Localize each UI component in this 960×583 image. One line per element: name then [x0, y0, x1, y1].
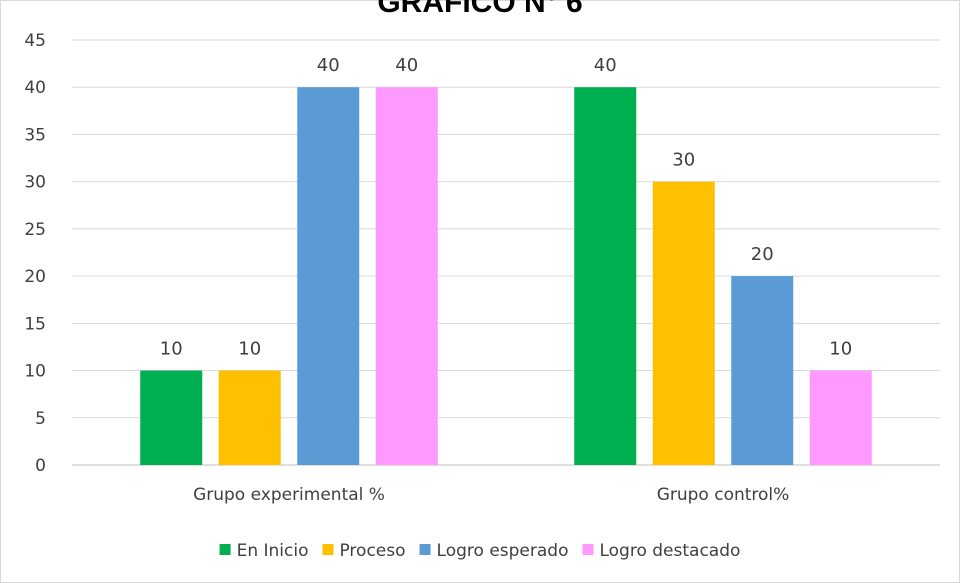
data-label: 20 [751, 244, 774, 265]
data-label: 10 [160, 339, 183, 360]
legend-label: En Inicio [237, 541, 309, 561]
x-axis-categories: Grupo experimental % Grupo control% [193, 485, 789, 505]
bar [140, 370, 203, 465]
y-tick-label: 45 [24, 31, 46, 51]
y-tick-label: 15 [24, 314, 46, 334]
y-tick-label: 5 [35, 409, 46, 429]
y-axis-ticks: 0 5 10 15 20 25 30 35 40 45 [24, 31, 46, 476]
y-tick-label: 0 [35, 456, 46, 476]
data-label: 40 [317, 55, 340, 76]
bars [140, 87, 872, 465]
legend-label: Logro destacado [599, 541, 740, 561]
category-label: Grupo control% [657, 485, 790, 505]
bar [809, 370, 872, 465]
data-label: 10 [829, 339, 852, 360]
category-label: Grupo experimental % [193, 485, 385, 505]
data-label: 10 [238, 339, 261, 360]
bar [731, 276, 794, 465]
bar [218, 370, 281, 465]
data-label: 40 [395, 55, 418, 76]
y-tick-label: 35 [24, 125, 46, 145]
legend-swatch [322, 544, 334, 555]
y-tick-label: 30 [24, 173, 46, 193]
legend-label: Proceso [339, 541, 405, 561]
y-tick-label: 20 [24, 267, 46, 287]
bar [652, 181, 715, 465]
gridlines [72, 39, 940, 466]
legend-swatch [219, 544, 231, 555]
chart-title: GRÁFICO N° 6 [377, 0, 583, 19]
data-label: 40 [594, 55, 617, 76]
data-labels: 10 10 40 40 40 30 20 10 [160, 55, 852, 359]
legend-swatch [419, 544, 431, 555]
bar [375, 87, 438, 465]
y-tick-label: 25 [24, 220, 46, 240]
data-label: 30 [672, 150, 695, 171]
bar [297, 87, 360, 465]
y-tick-label: 40 [24, 78, 46, 98]
bar [574, 87, 637, 465]
legend-label: Logro esperado [437, 541, 569, 561]
legend: En Inicio Proceso Logro esperado Logro dest… [219, 541, 740, 561]
y-tick-label: 10 [24, 362, 46, 382]
legend-swatch [582, 544, 594, 555]
